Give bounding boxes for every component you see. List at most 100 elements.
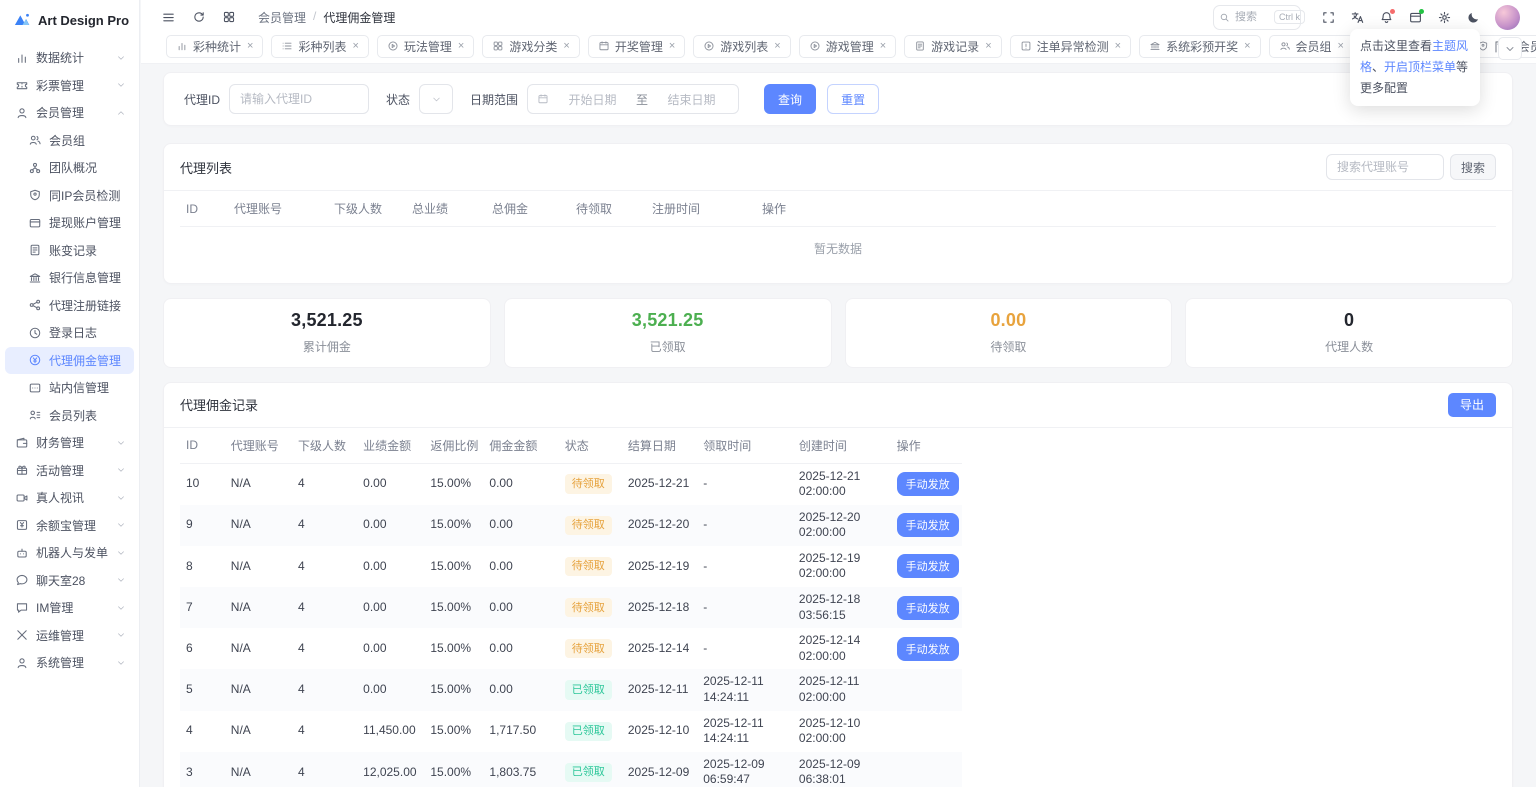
filter-panel: 代理ID 状态 日期范围 开始日期 至 结束日期 查询 重置 (163, 72, 1513, 126)
sidebar-item-userlist[interactable]: 会员列表 (5, 402, 134, 430)
sidebar-item-team[interactable]: 团队概况 (5, 154, 134, 182)
message-dot (1419, 8, 1424, 14)
tab-彩种列表[interactable]: 彩种列表 × (271, 34, 369, 58)
sidebar-item-shield[interactable]: 同IP会员检测 (5, 182, 134, 210)
language-button[interactable] (1346, 6, 1369, 29)
manual-grant-button[interactable]: 手动发放 (896, 513, 959, 538)
tab-游戏管理[interactable]: 游戏管理 × (798, 34, 897, 58)
column-header: 下级人数 (328, 191, 406, 227)
tab-玩法管理[interactable]: 玩法管理 × (376, 34, 475, 58)
sidebar-item-coin[interactable]: 代理佣金管理 (5, 346, 134, 374)
tab-开奖管理[interactable]: 开奖管理 × (587, 34, 686, 58)
status-badge: 已领取 (564, 762, 612, 783)
sidebar-item-bank[interactable]: 银行信息管理 (5, 264, 134, 292)
chart-icon (15, 51, 30, 65)
tab-会员组[interactable]: 会员组 × (1268, 34, 1354, 58)
tab-close-icon[interactable]: × (879, 40, 887, 52)
refresh-button[interactable] (188, 6, 210, 28)
tab-close-icon[interactable]: × (563, 40, 570, 52)
start-date-placeholder: 开始日期 (568, 92, 617, 107)
stats-row: 3,521.25 累计佣金 3,521.25 已领取 0.00 待领取 0 代理人数 (163, 297, 1513, 368)
sidebar-item-sysuser[interactable]: 系统管理 (5, 649, 134, 677)
tab-close-icon[interactable]: × (247, 40, 254, 52)
sidebar-item-doc[interactable]: 账变记录 (5, 237, 134, 265)
sidebar-item-label: 财务管理 (36, 436, 85, 451)
sidebar-item-label: 机器人与发单 (36, 546, 109, 561)
fullscreen-button[interactable] (1317, 6, 1340, 29)
sidebar-item-mail[interactable]: 站内信管理 (5, 374, 134, 402)
tab-close-icon[interactable]: × (1114, 40, 1122, 52)
messages-button[interactable] (1404, 6, 1427, 29)
manual-grant-button[interactable]: 手动发放 (896, 595, 959, 620)
tab-close-icon[interactable]: × (774, 40, 781, 52)
sidebar-item-card[interactable]: 提现账户管理 (5, 209, 134, 237)
sidebar-item-tools[interactable]: 运维管理 (5, 622, 134, 650)
status-select[interactable] (419, 84, 454, 114)
users-icon (28, 133, 43, 147)
collapse-sidebar-button[interactable] (157, 6, 180, 29)
brand-name: Art Design Pro (38, 12, 130, 28)
manual-grant-button[interactable]: 手动发放 (896, 636, 959, 661)
search-icon (1219, 12, 1230, 23)
column-header: ID (180, 191, 228, 227)
tab-close-icon[interactable]: × (457, 40, 465, 52)
global-search-input[interactable] (1235, 11, 1269, 23)
tab-close-icon[interactable]: × (985, 40, 992, 52)
breadcrumb-parent[interactable]: 会员管理 (258, 10, 307, 25)
brand[interactable]: Art Design Pro (0, 0, 139, 40)
sidebar-item-share[interactable]: 代理注册链接 (5, 292, 134, 320)
sidebar-item-message[interactable]: IM管理 (5, 594, 134, 622)
sidebar-item-users[interactable]: 会员组 (5, 127, 134, 155)
status-badge: 待领取 (564, 474, 612, 494)
apps-grid-button[interactable] (218, 6, 240, 28)
tab-彩种统计[interactable]: 彩种统计 × (166, 34, 264, 58)
chevron-down-icon (116, 630, 126, 640)
tab-close-icon[interactable]: × (1244, 40, 1251, 52)
avatar[interactable] (1495, 4, 1520, 30)
reset-button[interactable]: 重置 (827, 84, 880, 114)
sidebar-item-moneybox[interactable]: 余额宝管理 (5, 512, 134, 540)
tab-close-icon[interactable]: × (668, 40, 676, 52)
tab-游戏分类[interactable]: 游戏分类 × (482, 34, 580, 58)
export-button[interactable]: 导出 (1447, 392, 1496, 417)
settings-button[interactable] (1433, 6, 1456, 29)
column-header: 注册时间 (646, 191, 756, 227)
sidebar-item-chart[interactable]: 数据统计 (5, 44, 134, 72)
sidebar-item-clock[interactable]: 登录日志 (5, 319, 134, 347)
notifications-button[interactable] (1375, 6, 1398, 29)
sidebar-item-robot[interactable]: 机器人与发单 (5, 539, 134, 567)
stat-value: 3,521.25 (291, 310, 363, 330)
dark-mode-button[interactable] (1462, 6, 1485, 29)
manual-grant-button[interactable]: 手动发放 (896, 554, 959, 579)
tab-游戏记录[interactable]: 游戏记录 × (904, 34, 1002, 58)
tabs-more-button[interactable] (1498, 37, 1522, 60)
agent-list-table: ID 代理账号 下级人数 总业绩 总佣金 待领取 注册时间 操作 暂无数据 (180, 191, 1496, 273)
manual-grant-button[interactable]: 手动发放 (896, 472, 959, 497)
sidebar-item-wallet[interactable]: 财务管理 (5, 429, 134, 457)
tab-系统彩预开奖[interactable]: 系统彩预开奖 × (1139, 34, 1261, 58)
sidebar-item-chat[interactable]: 聊天室28 (5, 567, 134, 595)
column-header: 状态 (558, 427, 622, 464)
topbar-menu-link[interactable]: 开启顶栏菜单 (1384, 60, 1457, 74)
tab-注单异常检测[interactable]: 注单异常检测 × (1009, 34, 1132, 58)
theme-style-link[interactable]: 主题风格 (1360, 39, 1469, 74)
sidebar-item-user[interactable]: 会员管理 (5, 99, 134, 127)
stat-card: 3,521.25 已领取 (503, 297, 832, 368)
agent-id-input[interactable] (229, 84, 370, 114)
sidebar-item-label: 会员管理 (36, 106, 85, 121)
sidebar-item-label: IM管理 (36, 601, 74, 616)
agent-account-search-input[interactable] (1325, 154, 1444, 180)
tab-close-icon[interactable]: × (352, 40, 359, 52)
query-button[interactable]: 查询 (764, 84, 817, 114)
sidebar-item-ticket[interactable]: 彩票管理 (5, 72, 134, 100)
sidebar-item-video[interactable]: 真人视讯 (5, 484, 134, 512)
tab-游戏列表[interactable]: 游戏列表 × (693, 34, 791, 58)
agent-search-button[interactable]: 搜索 (1449, 154, 1496, 180)
global-search[interactable]: Ctrl k (1213, 4, 1305, 30)
sidebar-item-gift[interactable]: 活动管理 (5, 457, 134, 485)
wallet-icon (15, 436, 30, 450)
date-range-picker[interactable]: 开始日期 至 结束日期 (527, 84, 740, 114)
stat-label: 已领取 (649, 340, 686, 354)
tab-close-icon[interactable]: × (1337, 40, 1344, 52)
